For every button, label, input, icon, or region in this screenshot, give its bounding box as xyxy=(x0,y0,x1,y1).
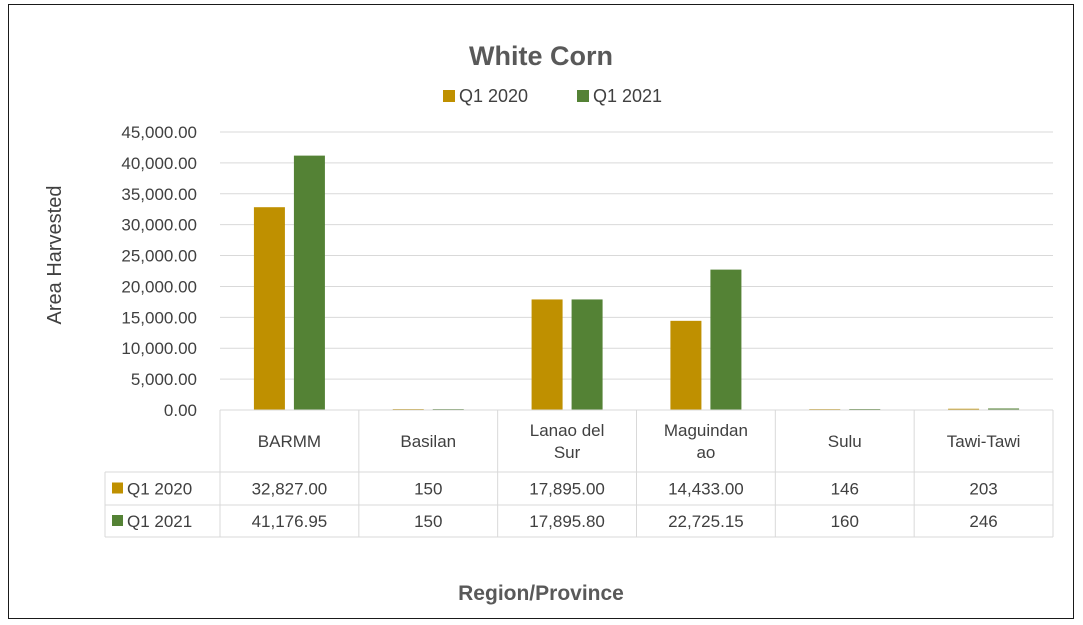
table-cell-1-1: 150 xyxy=(414,512,442,531)
table-cell-1-4: 160 xyxy=(831,512,859,531)
category-label-5-0: Tawi-Tawi xyxy=(947,432,1021,451)
y-tick-label-7: 35,000.00 xyxy=(121,185,197,204)
table-cell-0-2: 17,895.00 xyxy=(529,480,605,499)
table-cell-0-1: 150 xyxy=(414,480,442,499)
category-label-2-1: Sur xyxy=(554,443,581,462)
legend-swatch-0 xyxy=(443,90,455,102)
table-cell-0-0: 32,827.00 xyxy=(252,480,328,499)
category-label-1-0: Basilan xyxy=(400,432,456,451)
table-cell-1-0: 41,176.95 xyxy=(252,512,328,531)
y-tick-label-2: 10,000.00 xyxy=(121,339,197,358)
table-cell-0-4: 146 xyxy=(831,480,859,499)
table-cell-1-5: 246 xyxy=(969,512,997,531)
y-tick-label-8: 40,000.00 xyxy=(121,154,197,173)
y-tick-label-0: 0.00 xyxy=(164,401,197,420)
bar-q1-2020-2 xyxy=(531,299,563,410)
gridlines xyxy=(220,131,1053,380)
legend-label-1: Q1 2021 xyxy=(593,86,662,106)
y-axis-ticks: 0.00 5,000.00 10,000.00 15,000.00 20,000.00 2… xyxy=(121,123,197,420)
chart-title: White Corn xyxy=(469,41,613,71)
table-series-label-1: Q1 2021 xyxy=(127,512,192,531)
y-tick-label-4: 20,000.00 xyxy=(121,277,197,296)
bar-q1-2020-5 xyxy=(948,408,980,410)
category-label-3-0: Maguindan xyxy=(664,421,748,440)
table-series-label-0: Q1 2020 xyxy=(127,480,192,499)
bar-q1-2021-3 xyxy=(710,269,742,410)
legend-swatch-1 xyxy=(577,90,589,102)
y-tick-label-1: 5,000.00 xyxy=(131,370,197,389)
table-cell-1-3: 22,725.15 xyxy=(668,512,744,531)
x-axis-label: Region/Province xyxy=(458,582,624,605)
bar-q1-2020-3 xyxy=(670,320,702,410)
bars xyxy=(253,155,1020,410)
table-cell-0-5: 203 xyxy=(969,480,997,499)
table-cell-0-3: 14,433.00 xyxy=(668,480,744,499)
y-tick-label-3: 15,000.00 xyxy=(121,308,197,327)
table-cell-1-2: 17,895.80 xyxy=(529,512,605,531)
table-key-0 xyxy=(112,482,123,494)
category-label-3-1: ao xyxy=(696,443,715,462)
data-table: BARMM Basilan Lanao del Sur Maguindan ao Sulu T… xyxy=(104,409,1054,538)
bar-q1-2020-0 xyxy=(253,207,285,410)
table-key-1 xyxy=(112,515,123,526)
y-tick-label-5: 25,000.00 xyxy=(121,247,197,266)
y-tick-label-9: 45,000.00 xyxy=(121,123,197,142)
category-label-2-0: Lanao del xyxy=(530,421,605,440)
bar-q1-2021-0 xyxy=(293,155,325,410)
legend: Q1 2020 Q1 2021 xyxy=(443,86,662,106)
legend-label-0: Q1 2020 xyxy=(459,86,528,106)
bar-q1-2021-5 xyxy=(988,408,1020,410)
category-label-4-0: Sulu xyxy=(828,432,862,451)
y-tick-label-6: 30,000.00 xyxy=(121,216,197,235)
category-label-0-0: BARMM xyxy=(258,432,321,451)
y-axis-label: Area Harvested xyxy=(44,186,66,325)
bar-q1-2021-2 xyxy=(571,299,603,410)
